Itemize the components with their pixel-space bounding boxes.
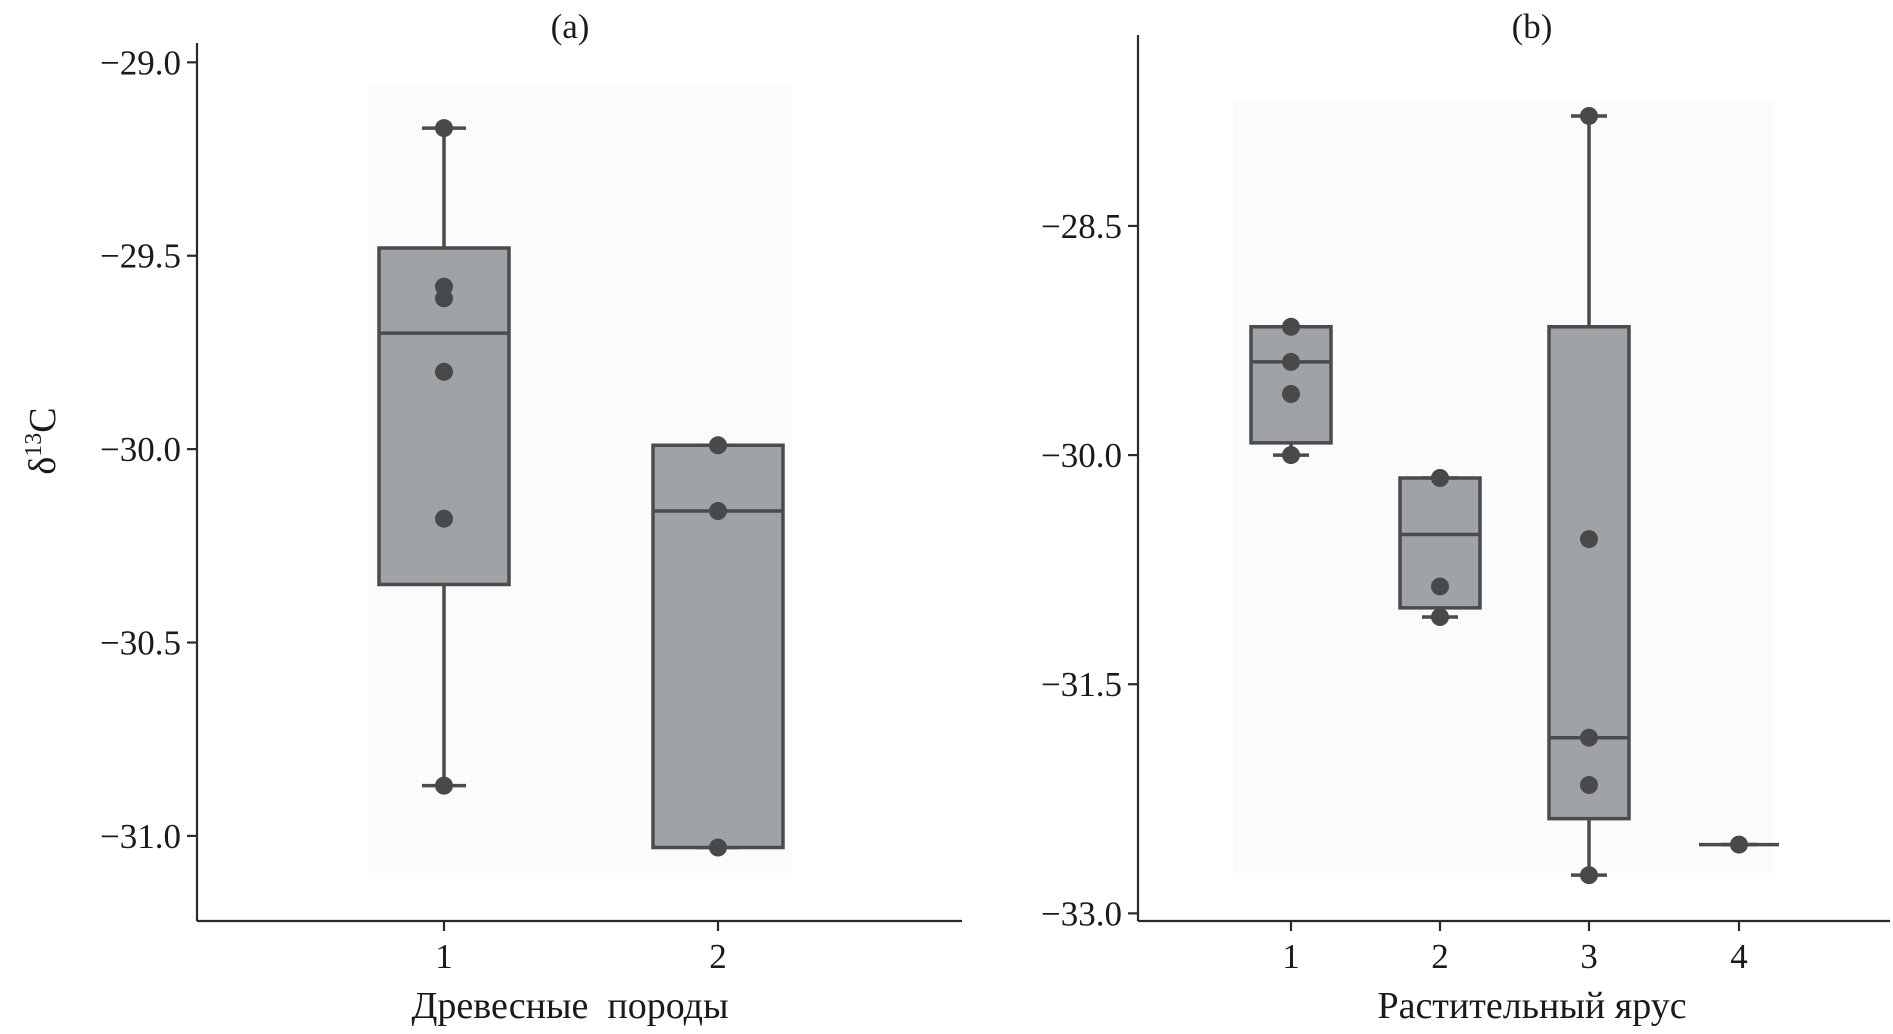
y-tick-label: −29.5 xyxy=(100,237,181,276)
data-point xyxy=(1282,446,1300,465)
data-point xyxy=(709,502,727,521)
data-point xyxy=(1282,317,1300,336)
data-point xyxy=(435,776,453,795)
x-tick-label: 1 xyxy=(435,937,453,976)
panel-a-y-ticks: −29.0 −29.5 −30.0 −30.5 −31.0 xyxy=(100,43,197,856)
box-group-2 xyxy=(1398,469,1482,627)
box-group-1 xyxy=(377,119,511,795)
y-tick-label: −30.0 xyxy=(100,430,181,469)
data-point xyxy=(1282,384,1300,403)
panel-a-y-axis-label: δ13C xyxy=(21,407,64,474)
y-tick-label: −29.0 xyxy=(100,43,181,82)
panel-b-y-ticks: −28.5 −30.0 −31.5 −33.0 xyxy=(1041,207,1138,933)
data-point xyxy=(1431,608,1449,627)
box-group-2 xyxy=(651,436,785,857)
x-tick-label: 1 xyxy=(1282,937,1300,976)
y-tick-label: −28.5 xyxy=(1041,207,1122,246)
data-point xyxy=(1580,776,1598,795)
data-point xyxy=(1580,866,1598,885)
panel-a-boxes xyxy=(377,119,785,857)
data-point xyxy=(1730,835,1748,854)
data-point xyxy=(1580,728,1598,747)
x-tick-label: 2 xyxy=(1431,937,1449,976)
x-tick-label: 2 xyxy=(709,937,727,976)
data-point xyxy=(435,289,453,308)
data-point xyxy=(1431,469,1449,487)
box-group-3 xyxy=(1547,106,1631,885)
x-tick-label: 4 xyxy=(1730,937,1748,976)
y-tick-label: −30.0 xyxy=(1041,436,1122,475)
box-group-4 xyxy=(1699,835,1779,854)
data-point xyxy=(1580,530,1598,549)
panel-b-x-ticks: 1 2 3 4 xyxy=(1282,921,1748,976)
data-point xyxy=(435,509,453,528)
data-point xyxy=(435,362,453,381)
data-point xyxy=(709,838,727,857)
y-label-element: C xyxy=(22,407,64,432)
y-tick-label: −31.0 xyxy=(100,817,181,856)
x-tick-label: 3 xyxy=(1580,937,1598,976)
box xyxy=(1249,325,1333,445)
y-tick-label: −30.5 xyxy=(100,624,181,663)
panel-b-plot-background xyxy=(1233,100,1773,873)
box xyxy=(377,246,511,587)
y-label-delta: δ xyxy=(22,457,64,475)
data-point xyxy=(1431,577,1449,596)
y-label-superscript: 13 xyxy=(21,433,47,457)
y-tick-label: −33.0 xyxy=(1041,894,1122,933)
box-group-1 xyxy=(1249,317,1333,465)
data-point xyxy=(1580,106,1598,125)
data-point xyxy=(709,436,727,455)
y-tick-label: −31.5 xyxy=(1041,665,1122,704)
panel-a-x-axis-label: Древесные породы xyxy=(411,985,728,1027)
panel-b-x-axis-label: Растительный ярус xyxy=(1377,985,1686,1027)
data-point xyxy=(1282,352,1300,371)
panel-b-title: (b) xyxy=(1512,7,1553,46)
panel-b-boxes xyxy=(1249,106,1779,885)
panel-b: −28.5 −30.0 −31.5 −33.0 1 2 3 4 (b) Растительн… xyxy=(1041,7,1890,1027)
data-point xyxy=(435,119,453,138)
panel-a-title: (a) xyxy=(551,7,590,46)
